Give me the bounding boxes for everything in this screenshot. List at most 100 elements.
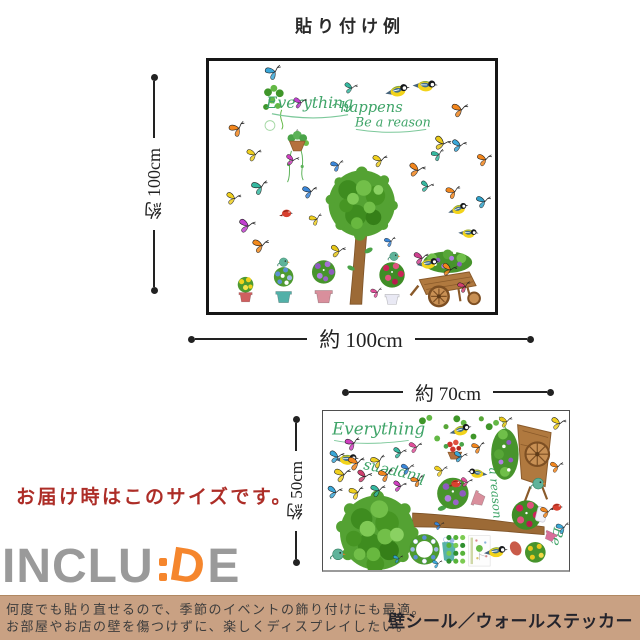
butterfly-icon [348,485,366,501]
sheet-sticker-art: Everything happens a reason Be [326,414,569,570]
dimension-dot [292,559,300,566]
butterfly-icon [550,461,564,473]
butterfly-icon [406,162,427,180]
butterfly-icon [450,138,468,154]
logo-text-gray: INCLU [2,539,154,593]
main-height-dimension: 約 100cm [144,74,164,294]
sticker-phrase: Everything happens Be a reason [265,94,431,133]
dimension-line [195,338,308,340]
cart-wheel [524,441,551,468]
dimension-line [153,81,155,139]
sheet-flower-cart [491,424,552,503]
butterfly-icon [549,416,567,432]
ivy-sprig [263,84,284,131]
sheet-width-label: 約 70cm [415,383,481,405]
flower-pot-yellow [237,276,254,303]
robin-bird-icon [549,503,563,511]
butterfly-icon [370,287,384,299]
purple-flower-pot [437,477,487,510]
great-tit-icon [446,201,471,217]
sheet-word-everything: Everything [331,420,425,439]
butterfly-icon [344,436,362,452]
footer-description: 何度でも貼り直せるので、季節のイベントの飾り付けにも最適。 お部屋やお店の壁を傷… [6,601,426,635]
dimension-dot [150,287,158,294]
butterfly-icon [343,82,359,95]
dimension-line [414,338,527,340]
footer-line2: お部屋やお店の壁を傷つけずに、楽しくディスプレイしたい。 [6,619,411,634]
applied-example-box: Everything happens Be a reason [206,58,498,315]
dimension-dot [150,74,158,81]
small-bird-icon [277,257,291,267]
dimension-line [153,229,155,287]
footer-line1: 何度でも貼り直せるので、季節のイベントの飾り付けにも最適。 [6,602,426,617]
butterfly-icon [224,191,242,207]
dimension-dot [547,388,554,396]
flower-pot-blue [273,257,294,303]
yellow-fruit-ball [509,541,546,563]
great-tit-icon [457,226,480,240]
dimension-dot [188,335,195,343]
butterfly-icon [227,120,248,139]
robin-bird-icon [279,209,293,218]
main-height-label: 約 100cm [144,148,164,220]
tree-trunk [412,512,545,536]
tree-foliage [325,166,398,241]
phrase-happens: happens [340,99,402,116]
logo-text-orange: D [165,537,210,595]
dimension-dot [342,388,349,396]
sheet-height-dimension: 約 50cm [287,416,306,566]
great-tit-icon [411,77,439,94]
butterfly-icon [250,179,270,196]
butterfly-icon [329,244,347,259]
butterfly-icon [329,159,345,173]
brand-logo: INCLU D E [2,537,241,595]
sheet-word-reason: a reason [486,467,504,519]
dimension-line [295,530,297,559]
butterfly-icon [445,185,462,200]
tree-foliage [336,490,419,570]
butterfly-icon [326,485,343,500]
hanging-basket [286,129,310,183]
great-tit-icon [466,468,488,479]
cart-wheel [427,285,450,308]
dimension-dot [292,416,300,423]
butterfly-icon [430,148,446,163]
butterfly-icon [246,149,262,162]
butterfly-icon [391,446,407,460]
butterfly-icon [308,212,324,227]
butterfly-icon [284,153,300,168]
logo-colon-icon [158,557,167,581]
footer-bar: 何度でも貼り直せるので、季節のイベントの飾り付けにも最適。 お部屋やお店の壁を傷… [0,595,640,640]
dimension-line [492,391,547,393]
main-width-label: 約 100cm [319,328,403,352]
butterfly-icon [372,155,388,168]
butterfly-icon [470,441,486,455]
topiary-tree [325,166,398,305]
butterfly-icon [434,465,448,477]
rose-ball [511,500,558,543]
butterfly-icon [475,196,491,209]
great-tit-icon [448,422,473,438]
delivery-sheet-box: Everything happens a reason Be [322,410,570,572]
footer-category: 壁シール／ウォールステッカー [388,612,633,631]
butterfly-icon [432,560,443,569]
flower-pot-roses [379,251,405,305]
phrase-everything: Everything [265,94,353,112]
butterfly-icon [264,64,284,82]
flower-cart [409,249,481,308]
dimension-line [295,423,297,452]
delivery-size-note: お届け時はこのサイズです。 [16,487,294,508]
main-sticker-art: Everything happens Be a reason [224,64,492,308]
sheet-topiary-tree [336,490,545,570]
green-dot-grid [446,535,466,564]
dimension-line [349,391,404,393]
phrase-reason: Be a reason [354,114,431,129]
mini-deco-chart [468,535,491,567]
butterfly-icon [334,468,351,483]
main-width-dimension: 約 100cm [188,328,534,352]
sheet-width-dimension: 約 70cm [342,384,554,405]
butterfly-icon [237,218,257,235]
butterfly-icon [252,239,269,254]
logo-text-gray2: E [207,539,241,593]
